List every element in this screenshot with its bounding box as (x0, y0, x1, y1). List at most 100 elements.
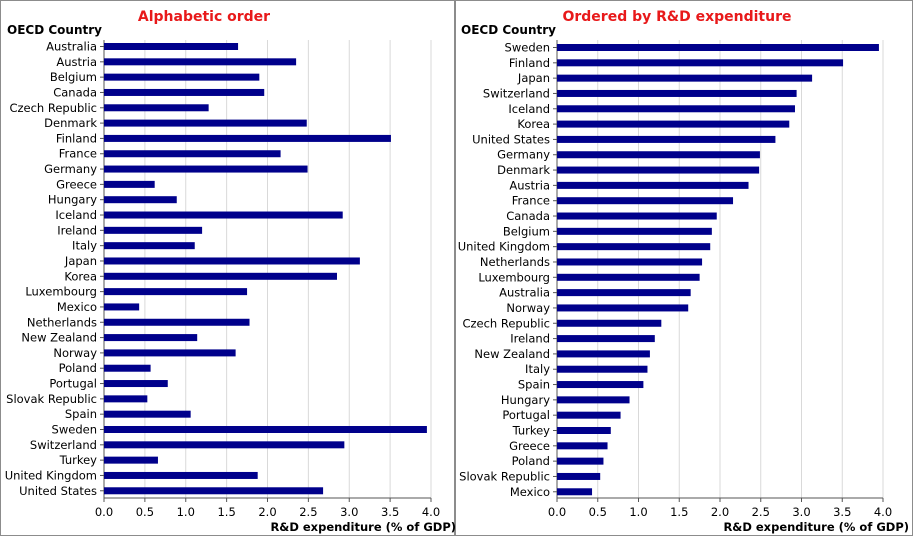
category-label: Sweden (52, 423, 97, 437)
bar (557, 105, 795, 113)
category-label: Italy (72, 239, 97, 253)
category-label: Czech Republic (462, 316, 550, 330)
category-label: Austria (509, 178, 550, 192)
bar (557, 304, 689, 312)
category-label: Denmark (44, 116, 97, 130)
category-label: Iceland (508, 102, 550, 116)
bar (557, 488, 593, 496)
bar (104, 364, 151, 372)
category-label: Slovak Republic (459, 469, 550, 483)
bar (557, 74, 813, 82)
category-label: Greece (56, 177, 97, 191)
bar (104, 150, 281, 158)
bar (104, 288, 248, 296)
bar (557, 181, 749, 189)
x-tick-label: 4.0 (874, 505, 892, 519)
bar (104, 334, 198, 342)
x-tick-label: 3.0 (792, 505, 810, 519)
bar (557, 289, 691, 297)
bar (557, 335, 655, 343)
bar (557, 59, 844, 67)
x-axis-label: R&D expenditure (% of GDP) (270, 520, 456, 534)
category-label: Finland (509, 56, 550, 70)
category-label: Portugal (49, 377, 97, 391)
chart-alphabetic-order: 0.0 0.5 1.0 1.5 2.0 2.5 3.0 3.5 4.0 Alphabetic o… (5, 9, 456, 534)
category-label: Greece (509, 439, 550, 453)
bar (557, 166, 760, 174)
x-tick-label: 0.0 (548, 505, 566, 519)
category-label: Poland (512, 454, 550, 468)
bar (104, 303, 140, 311)
category-label: Italy (525, 362, 550, 376)
chart-ordered-by-expenditure: 0.0 0.5 1.0 1.5 2.0 2.5 3.0 3.5 4.0 Ordered by R… (458, 9, 909, 534)
bar (557, 442, 608, 450)
chart-title: Ordered by R&D expenditure (562, 9, 791, 25)
category-label: Finland (56, 131, 97, 145)
category-label: Luxembourg (478, 270, 550, 284)
category-header: OECD Country (7, 23, 102, 37)
category-label: New Zealand (474, 347, 550, 361)
category-label: Korea (517, 117, 550, 131)
category-header: OECD Country (461, 23, 556, 37)
x-tick-label: 2.5 (752, 505, 770, 519)
category-label: Denmark (497, 163, 550, 177)
bar (557, 212, 717, 220)
bar (104, 88, 265, 96)
category-label: Australia (46, 40, 97, 54)
category-label: United Kingdom (458, 240, 550, 254)
category-label: United States (472, 132, 550, 146)
x-tick-label: 2.0 (258, 505, 276, 519)
bar (557, 258, 703, 266)
category-label: France (59, 147, 97, 161)
bar (557, 120, 790, 128)
x-tick-label: 3.5 (833, 505, 851, 519)
category-label: Japan (64, 254, 97, 268)
category-label: Switzerland (30, 438, 97, 452)
bar (104, 456, 158, 464)
bar (104, 349, 236, 357)
bar (104, 257, 360, 265)
category-label: Poland (59, 361, 97, 375)
bar (104, 395, 148, 403)
x-tick-label: 3.0 (340, 505, 358, 519)
category-label: Japan (517, 71, 550, 85)
category-label: Hungary (48, 193, 97, 207)
x-tick-label: 2.5 (299, 505, 317, 519)
category-label: Iceland (55, 208, 97, 222)
chart-panel-ordered: 0.0 0.5 1.0 1.5 2.0 2.5 3.0 3.5 4.0 Ordered by R… (455, 0, 913, 536)
category-label: United Kingdom (5, 468, 97, 482)
bar (104, 426, 427, 433)
bar (104, 441, 345, 449)
category-label: Germany (44, 162, 97, 176)
category-label: Norway (53, 346, 97, 360)
bar (104, 272, 337, 280)
category-label: Spain (518, 378, 550, 392)
x-axis-label: R&D expenditure (% of GDP) (723, 520, 909, 534)
bar (104, 73, 260, 81)
bar (557, 151, 760, 159)
bar (104, 487, 324, 495)
category-label: Portugal (502, 408, 550, 422)
bar (557, 427, 611, 434)
bar (557, 472, 601, 480)
x-tick-label: 0.5 (589, 505, 607, 519)
category-label: United States (19, 484, 97, 498)
bar (104, 242, 195, 250)
category-label: Australia (499, 286, 550, 300)
bar (104, 119, 307, 127)
category-label: New Zealand (21, 331, 97, 345)
category-label: Ireland (510, 332, 550, 346)
x-tick-label: 1.0 (629, 505, 647, 519)
bar (557, 381, 644, 389)
category-label: Belgium (503, 224, 550, 238)
x-tick-label: 0.0 (95, 505, 113, 519)
bar (557, 350, 650, 358)
bar (104, 380, 168, 388)
x-tick-label: 1.5 (217, 505, 235, 519)
bar (557, 273, 700, 281)
bar (557, 135, 776, 143)
category-label: Belgium (50, 70, 97, 84)
